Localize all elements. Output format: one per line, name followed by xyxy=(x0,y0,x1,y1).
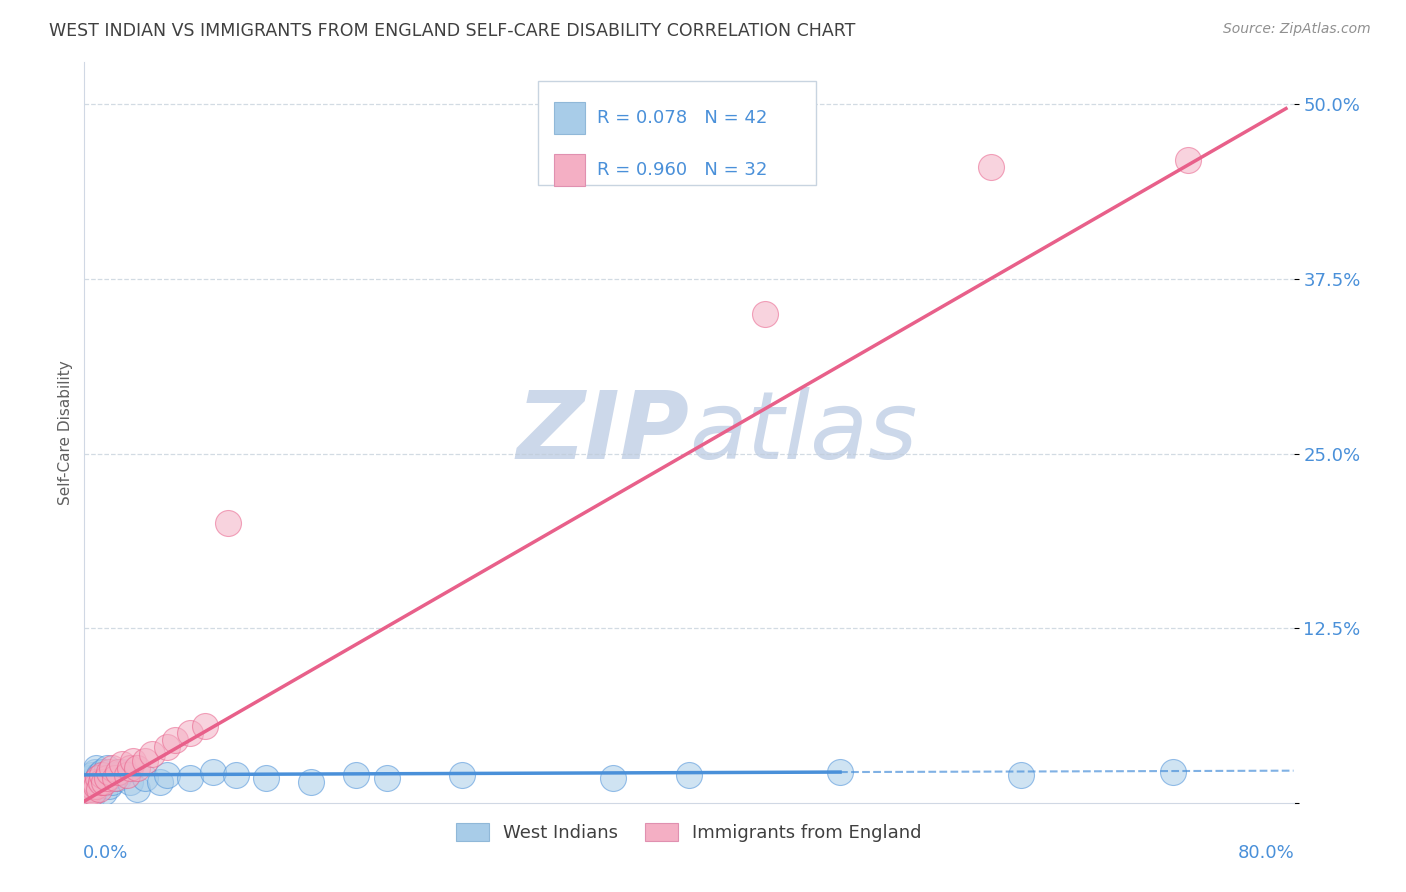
Point xyxy=(830,765,852,780)
Point xyxy=(86,761,108,775)
FancyBboxPatch shape xyxy=(554,153,585,186)
Point xyxy=(346,768,368,782)
Point xyxy=(90,775,112,789)
Point xyxy=(91,765,114,780)
Point xyxy=(111,756,134,771)
Text: 0.0%: 0.0% xyxy=(83,844,128,862)
Point xyxy=(89,768,111,782)
Text: R = 0.078   N = 42: R = 0.078 N = 42 xyxy=(598,109,768,127)
Point xyxy=(602,771,624,785)
Point xyxy=(134,754,156,768)
Point xyxy=(86,779,108,793)
Point xyxy=(91,768,114,782)
Point xyxy=(76,779,98,793)
Point xyxy=(87,771,110,785)
Point xyxy=(165,733,187,747)
Text: WEST INDIAN VS IMMIGRANTS FROM ENGLAND SELF-CARE DISABILITY CORRELATION CHART: WEST INDIAN VS IMMIGRANTS FROM ENGLAND S… xyxy=(49,22,856,40)
Point xyxy=(1177,153,1199,168)
Point xyxy=(107,765,129,780)
Point xyxy=(254,771,277,785)
Point xyxy=(179,726,201,740)
Point xyxy=(141,747,163,761)
Point xyxy=(980,160,1002,174)
Point xyxy=(115,768,138,782)
FancyBboxPatch shape xyxy=(554,102,585,135)
Point xyxy=(1161,765,1184,780)
Point xyxy=(127,761,149,775)
Point xyxy=(104,771,127,785)
Point xyxy=(201,765,224,780)
Point xyxy=(107,771,129,785)
Point xyxy=(79,771,101,785)
Point xyxy=(118,775,141,789)
Point xyxy=(84,775,107,789)
Point xyxy=(149,775,172,789)
Text: atlas: atlas xyxy=(689,387,917,478)
Point xyxy=(100,775,122,789)
Point xyxy=(82,784,104,798)
Point xyxy=(80,779,103,793)
Point xyxy=(77,784,100,798)
Point xyxy=(86,781,108,796)
Point xyxy=(90,775,112,789)
Point xyxy=(118,761,141,775)
Point xyxy=(104,768,127,782)
Point xyxy=(93,784,115,798)
Point xyxy=(1011,768,1033,782)
Point xyxy=(79,781,101,796)
Point xyxy=(225,768,247,782)
Point xyxy=(89,781,111,796)
Point xyxy=(451,768,474,782)
Point xyxy=(96,771,118,785)
Point xyxy=(82,784,104,798)
FancyBboxPatch shape xyxy=(538,81,815,185)
Point xyxy=(100,761,122,775)
Point xyxy=(217,516,239,531)
Point xyxy=(299,775,322,789)
Text: ZIP: ZIP xyxy=(516,386,689,479)
Point xyxy=(89,779,111,793)
Point xyxy=(75,789,97,803)
Y-axis label: Self-Care Disability: Self-Care Disability xyxy=(58,360,73,505)
Point xyxy=(80,768,103,782)
Point xyxy=(754,307,776,321)
Point xyxy=(77,775,100,789)
Point xyxy=(97,765,120,780)
Point xyxy=(121,754,143,768)
Point xyxy=(93,775,115,789)
Point xyxy=(111,765,134,780)
Text: Source: ZipAtlas.com: Source: ZipAtlas.com xyxy=(1223,22,1371,37)
Point xyxy=(134,771,156,785)
Point xyxy=(156,739,179,754)
Text: R = 0.960   N = 32: R = 0.960 N = 32 xyxy=(598,161,768,178)
Point xyxy=(678,768,700,782)
Point xyxy=(97,779,120,793)
Point xyxy=(84,765,107,780)
Point xyxy=(94,771,117,785)
Point xyxy=(375,771,398,785)
Text: 80.0%: 80.0% xyxy=(1237,844,1295,862)
Point xyxy=(96,761,118,775)
Point xyxy=(75,781,97,796)
Point xyxy=(127,781,149,796)
Point xyxy=(80,789,103,803)
Point xyxy=(179,771,201,785)
Point xyxy=(194,719,217,733)
Point xyxy=(156,768,179,782)
Legend: West Indians, Immigrants from England: West Indians, Immigrants from England xyxy=(449,815,929,849)
Point xyxy=(84,775,107,789)
Point xyxy=(87,771,110,785)
